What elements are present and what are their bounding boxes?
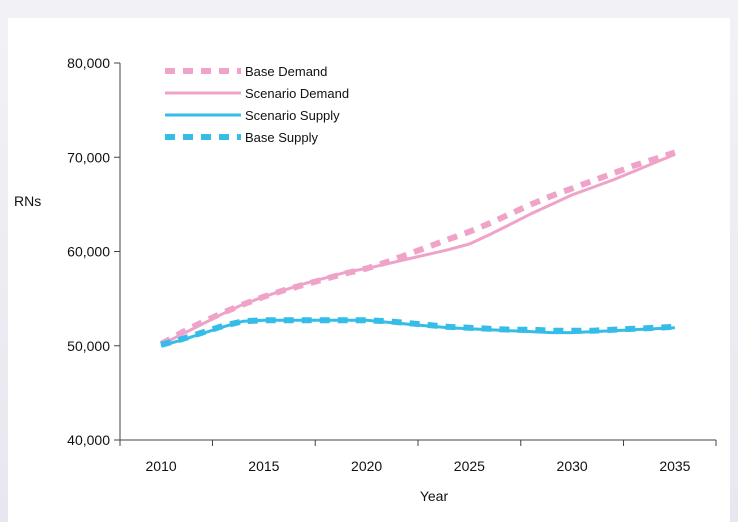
y-tick-label: 70,000 bbox=[67, 149, 110, 165]
x-tick-label: 2010 bbox=[146, 458, 177, 474]
x-tick-label: 2020 bbox=[351, 458, 382, 474]
y-tick-label: 40,000 bbox=[67, 432, 110, 448]
y-tick-label: 50,000 bbox=[67, 338, 110, 354]
x-tick-label: 2025 bbox=[454, 458, 485, 474]
axes: 40,000 50,000 60,000 70,000 80,000 2010 2015 20… bbox=[67, 55, 717, 474]
legend-label: Base Supply bbox=[245, 130, 318, 145]
series-lines bbox=[159, 149, 676, 348]
y-tick-label: 80,000 bbox=[67, 55, 110, 71]
series-line-base-supply bbox=[160, 317, 676, 348]
x-axis-title: Year bbox=[420, 488, 449, 504]
legend-label: Scenario Demand bbox=[245, 86, 349, 101]
series-line-scenario-demand bbox=[160, 153, 676, 347]
y-tick-label: 60,000 bbox=[67, 244, 110, 260]
legend-label: Scenario Supply bbox=[245, 108, 340, 123]
y-axis-title: RNs bbox=[14, 193, 41, 209]
legend-label: Base Demand bbox=[245, 64, 327, 79]
x-tick-label: 2015 bbox=[248, 458, 279, 474]
x-tick-label: 2035 bbox=[659, 458, 690, 474]
series-line-base-demand bbox=[159, 149, 676, 347]
legend: Base Demand Scenario Demand Scenario Suppl… bbox=[165, 64, 349, 145]
x-tick-label: 2030 bbox=[557, 458, 588, 474]
